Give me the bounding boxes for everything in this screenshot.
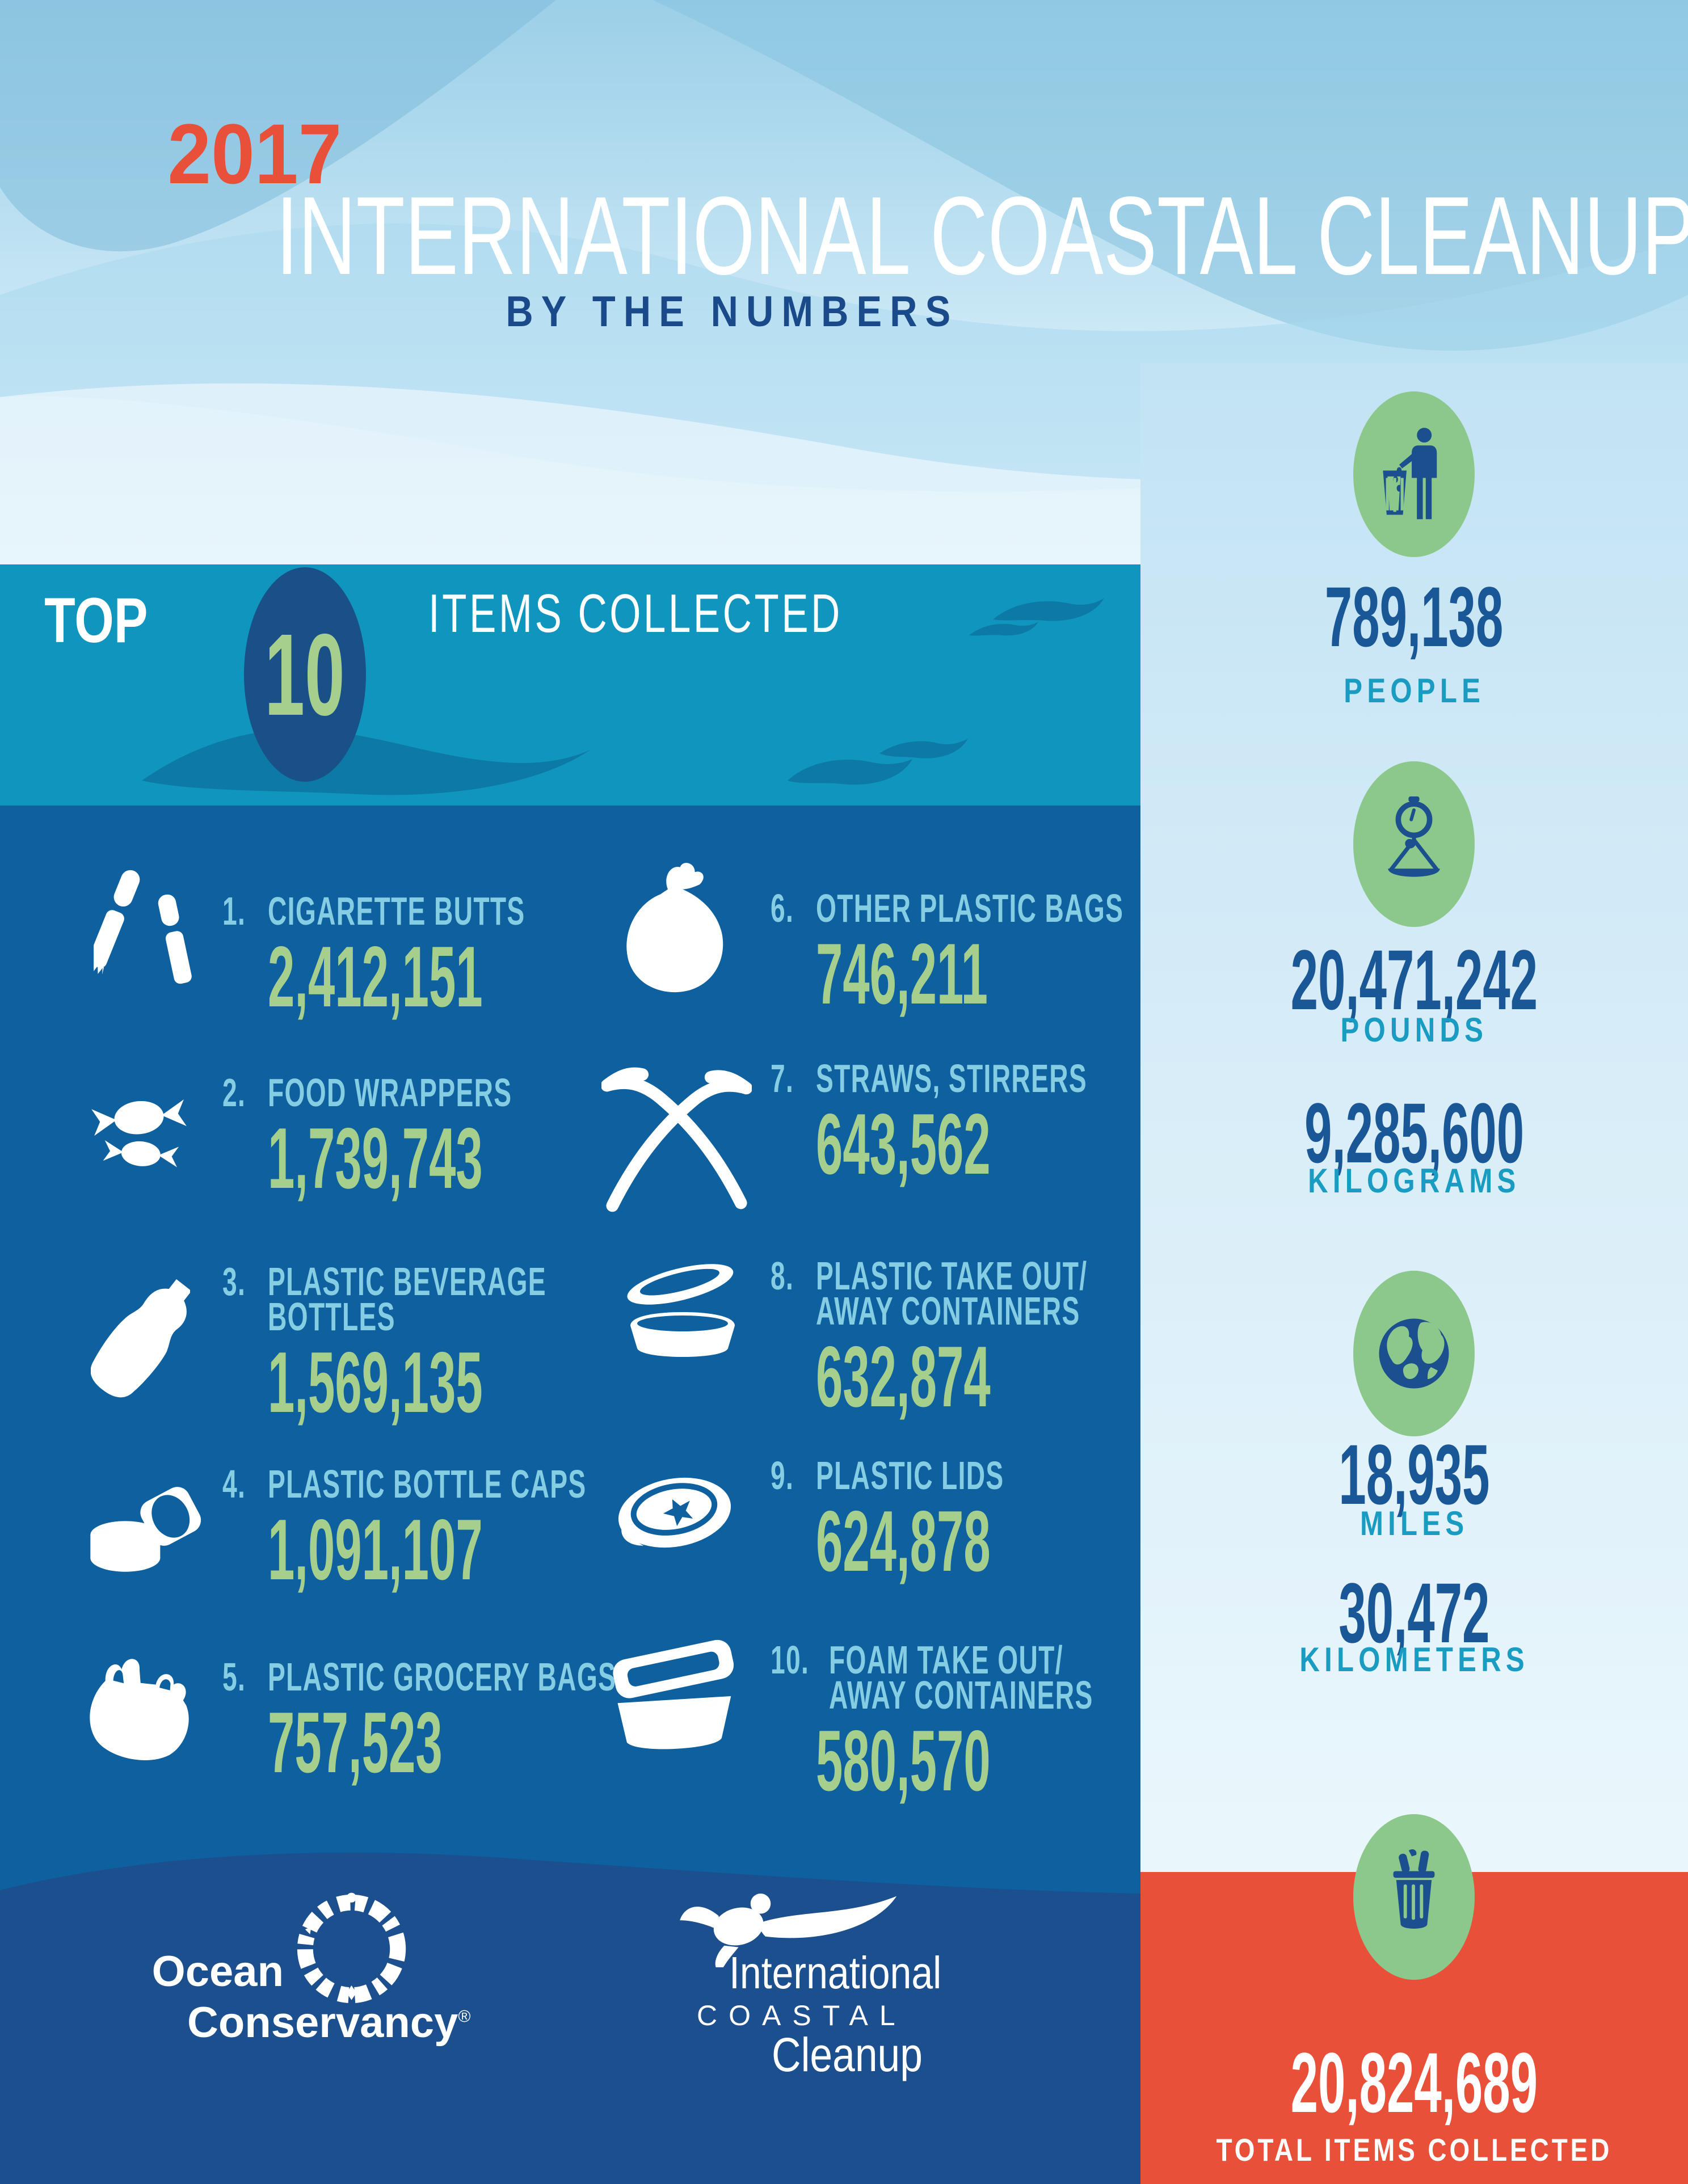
page-subtitle: BY THE NUMBERS [506, 288, 958, 336]
top10-items-panel [0, 806, 1140, 1908]
total-items-count: 20,824,689 [1290, 2035, 1538, 2130]
list-item: 10. FOAM TAKE OUT/AWAY CONTAINERS 580,57… [771, 1638, 1093, 1809]
list-item: 7. STRAWS, STIRRERS 643,562 [771, 1056, 1088, 1192]
total-items-label: TOTAL ITEMS COLLECTED [1216, 2132, 1613, 2168]
kilograms-count: 9,285,600 [1304, 1085, 1525, 1180]
straws-stirrers-icon [601, 1067, 752, 1212]
icc-line2: COASTAL [697, 2000, 907, 2031]
list-item: 1. CIGARETTE BUTTS 2,412,151 [222, 889, 525, 1025]
banner-items-collected: ITEMS COLLECTED [428, 583, 843, 644]
weight-badge [1353, 761, 1475, 927]
list-item: 6. OTHER PLASTIC BAGS 746,211 [771, 886, 1124, 1022]
icc-turtle-logo-icon [680, 1893, 897, 1967]
header: 2017 INTERNATIONAL COASTAL CLEANUP BY TH… [0, 0, 1688, 564]
people-badge [1353, 391, 1475, 557]
year-label: 2017 [167, 106, 342, 201]
ocean-conservancy-word2: Conservancy® [187, 1999, 471, 2047]
total-badge [1353, 1814, 1475, 1980]
footer [0, 1908, 1140, 2184]
birds-icon [788, 739, 968, 785]
list-item: 3. PLASTIC BEVERAGE BOTTLES 1,569,135 [222, 1259, 546, 1431]
cigarette-butts-icon [94, 870, 192, 984]
plastic-grocery-bag-icon [90, 1659, 189, 1760]
list-item: 8. PLASTIC TAKE OUT/AWAY CONTAINERS 632,… [771, 1254, 1088, 1425]
banner-10-circle: 10 [244, 567, 366, 782]
plastic-takeout-container-icon [627, 1264, 735, 1357]
icc-line3: Cleanup [772, 2028, 923, 2081]
plastic-bottle-caps-icon [90, 1487, 201, 1572]
list-item: 5. PLASTIC GROCERY BAGS 757,523 [222, 1655, 617, 1791]
food-wrappers-icon [91, 1099, 187, 1167]
footer-wave-icon [0, 1852, 1140, 1912]
kilometers-unit: KILOMETERS [1299, 1641, 1529, 1679]
other-plastic-bag-icon [626, 863, 723, 993]
kilograms-unit: KILOGRAMS [1308, 1162, 1521, 1200]
ocean-conservancy-word1: Ocean [151, 1947, 284, 1996]
pounds-unit: POUNDS [1340, 1011, 1488, 1049]
miles-count: 18,935 [1338, 1427, 1490, 1522]
plastic-beverage-bottle-icon [91, 1279, 190, 1398]
banner-top-word: TOP [44, 585, 148, 656]
page-title: INTERNATIONAL COASTAL CLEANUP [276, 174, 1688, 298]
trash-can-icon [1393, 1849, 1435, 1929]
foam-takeout-container-icon [613, 1639, 734, 1749]
list-item: 2. FOOD WRAPPERS 1,739,743 [222, 1070, 512, 1207]
distance-badge [1353, 1271, 1475, 1436]
banner-10-number: 10 [264, 609, 346, 740]
icc-line1: International [729, 1947, 942, 1998]
miles-unit: MILES [1359, 1504, 1469, 1542]
globe-icon [1379, 1318, 1449, 1389]
wave-swoosh-icon [142, 729, 590, 795]
people-count: 789,138 [1325, 569, 1504, 664]
list-item: 4. PLASTIC BOTTLE CAPS 1,091,107 [222, 1462, 587, 1598]
birds-icon [969, 598, 1104, 636]
person-littering-icon [1383, 428, 1437, 520]
kilometers-count: 30,472 [1338, 1565, 1490, 1660]
registered-mark: ® [458, 2007, 471, 2026]
pounds-count: 20,471,242 [1290, 932, 1538, 1027]
list-item: 9. PLASTIC LIDS 624,878 [771, 1453, 1004, 1589]
plastic-lid-icon [618, 1477, 731, 1548]
hanging-scale-icon [1388, 796, 1440, 877]
ocean-conservancy-logo-icon [297, 1892, 406, 2004]
people-unit: PEOPLE [1344, 672, 1485, 710]
